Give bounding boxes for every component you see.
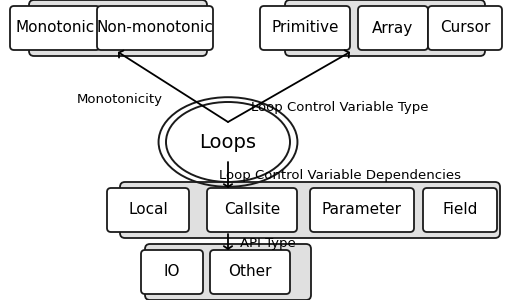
Text: Non-monotonic: Non-monotonic	[96, 20, 213, 35]
FancyBboxPatch shape	[97, 6, 213, 50]
FancyBboxPatch shape	[310, 188, 413, 232]
FancyBboxPatch shape	[260, 6, 349, 50]
Text: Cursor: Cursor	[439, 20, 489, 35]
FancyBboxPatch shape	[29, 0, 207, 56]
Text: Loop Control Variable Dependencies: Loop Control Variable Dependencies	[219, 169, 460, 182]
FancyBboxPatch shape	[284, 0, 484, 56]
Text: Parameter: Parameter	[321, 202, 401, 217]
FancyBboxPatch shape	[207, 188, 296, 232]
Text: Array: Array	[372, 20, 413, 35]
Text: Loops: Loops	[199, 133, 256, 152]
FancyBboxPatch shape	[141, 250, 203, 294]
FancyBboxPatch shape	[10, 6, 100, 50]
FancyBboxPatch shape	[145, 244, 311, 300]
Text: Other: Other	[228, 265, 271, 280]
FancyBboxPatch shape	[107, 188, 189, 232]
Text: Local: Local	[128, 202, 168, 217]
FancyBboxPatch shape	[210, 250, 289, 294]
Text: Monotonicity: Monotonicity	[77, 94, 163, 106]
FancyBboxPatch shape	[358, 6, 427, 50]
Text: IO: IO	[164, 265, 180, 280]
Text: Callsite: Callsite	[223, 202, 280, 217]
Text: Loop Control Variable Type: Loop Control Variable Type	[251, 101, 428, 115]
Text: Field: Field	[441, 202, 477, 217]
Text: Monotonic: Monotonic	[15, 20, 94, 35]
Ellipse shape	[166, 102, 289, 182]
Text: API Type: API Type	[240, 238, 295, 250]
FancyBboxPatch shape	[422, 188, 496, 232]
FancyBboxPatch shape	[427, 6, 501, 50]
FancyBboxPatch shape	[120, 182, 499, 238]
Text: Primitive: Primitive	[271, 20, 338, 35]
